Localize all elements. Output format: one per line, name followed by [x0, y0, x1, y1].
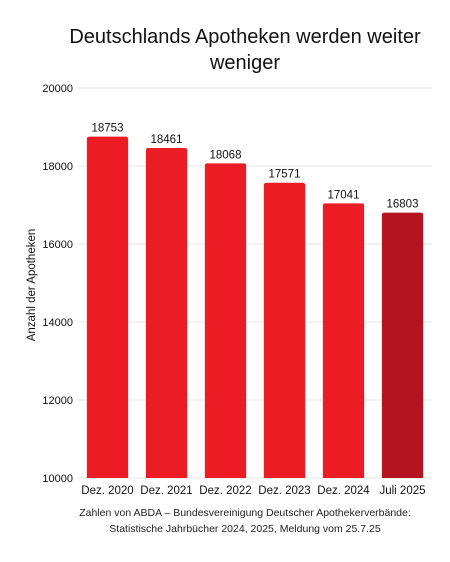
bar-value-label: 17571	[269, 169, 301, 181]
chart-title-line-2: weniger	[209, 52, 281, 74]
source-line-2: Statistische Jahrbücher 2024, 2025, Meld…	[109, 523, 381, 535]
source-note: Zahlen von ABDA – Bundesvereinigung Deut…	[60, 505, 430, 537]
y-tick-label: 12000	[42, 395, 73, 407]
x-tick-label: Dez. 2021	[140, 485, 192, 497]
bar-value-label: 18753	[92, 123, 124, 135]
bar-dez-2020	[86, 136, 129, 478]
bar-dez-2022	[204, 163, 247, 478]
value-labels: 18753 18461 18068 17571 17041 16803	[92, 123, 419, 211]
y-axis-label: Anzahl der Apotheken	[26, 229, 38, 342]
bar-juli-2025	[381, 212, 424, 479]
bar-value-label: 17041	[328, 189, 360, 201]
x-tick-label: Juli 2025	[379, 485, 425, 497]
bar-value-label: 18068	[210, 149, 242, 161]
y-tick-label: 18000	[42, 161, 73, 173]
x-tick-label: Dez. 2023	[258, 485, 310, 497]
y-tick-label: 16000	[42, 239, 73, 251]
y-tick-label: 20000	[42, 83, 73, 95]
x-tick-label: Dez. 2022	[199, 485, 251, 497]
y-tick-label: 10000	[42, 473, 73, 485]
grid-lines	[78, 87, 432, 479]
x-tick-labels: Dez. 2020 Dez. 2021 Dez. 2022 Dez. 2023 Dez.…	[81, 485, 425, 497]
chart-title-line-1: Deutschlands Apotheken werden weiter	[69, 26, 421, 48]
source-line-1: Zahlen von ABDA – Bundesvereinigung Deut…	[79, 507, 411, 519]
bar-dez-2023	[263, 182, 306, 478]
x-tick-label: Dez. 2020	[81, 485, 133, 497]
y-tick-labels: 10000 12000 14000 16000 18000 20000	[42, 83, 73, 485]
x-tick-label: Dez. 2024	[317, 485, 370, 497]
bar-dez-2021	[145, 148, 188, 478]
y-tick-label: 14000	[42, 317, 73, 329]
bar-value-label: 18461	[151, 134, 183, 146]
bars	[86, 136, 424, 479]
bar-dez-2024	[322, 203, 365, 478]
chart-title: Deutschlands Apotheken werden weiter wen…	[60, 24, 430, 76]
bar-value-label: 16803	[387, 199, 419, 211]
